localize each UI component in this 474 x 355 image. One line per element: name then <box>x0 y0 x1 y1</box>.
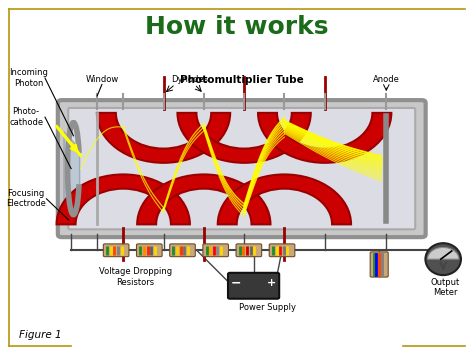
Wedge shape <box>177 113 311 163</box>
FancyBboxPatch shape <box>236 244 262 257</box>
Wedge shape <box>258 113 392 163</box>
FancyBboxPatch shape <box>58 100 426 237</box>
Text: −: − <box>231 277 241 289</box>
Text: Figure 1: Figure 1 <box>19 331 62 340</box>
Ellipse shape <box>425 243 461 275</box>
Wedge shape <box>428 247 459 259</box>
FancyBboxPatch shape <box>103 244 129 257</box>
Text: Window: Window <box>85 75 118 84</box>
Wedge shape <box>97 113 230 163</box>
FancyBboxPatch shape <box>68 108 415 229</box>
Text: Anode: Anode <box>373 75 400 84</box>
FancyBboxPatch shape <box>269 244 295 257</box>
Text: Output
Meter: Output Meter <box>431 278 460 297</box>
FancyBboxPatch shape <box>203 244 228 257</box>
Text: Focusing
Electrode: Focusing Electrode <box>6 189 46 208</box>
Text: +: + <box>266 278 276 288</box>
Text: Power Supply: Power Supply <box>239 302 296 312</box>
Text: Photo-
cathode: Photo- cathode <box>9 108 43 127</box>
FancyBboxPatch shape <box>370 252 388 277</box>
FancyBboxPatch shape <box>137 244 162 257</box>
Text: Voltage Dropping
Resistors: Voltage Dropping Resistors <box>99 267 172 286</box>
Text: Incoming
Photon: Incoming Photon <box>9 69 48 88</box>
Text: How it works: How it works <box>145 15 329 39</box>
Polygon shape <box>64 132 80 206</box>
Text: Photomultiplier Tube: Photomultiplier Tube <box>180 75 304 85</box>
Wedge shape <box>56 174 190 224</box>
FancyBboxPatch shape <box>170 244 195 257</box>
Wedge shape <box>137 174 271 224</box>
Text: Dynodes: Dynodes <box>171 75 208 84</box>
Wedge shape <box>218 174 351 224</box>
FancyBboxPatch shape <box>228 273 279 299</box>
